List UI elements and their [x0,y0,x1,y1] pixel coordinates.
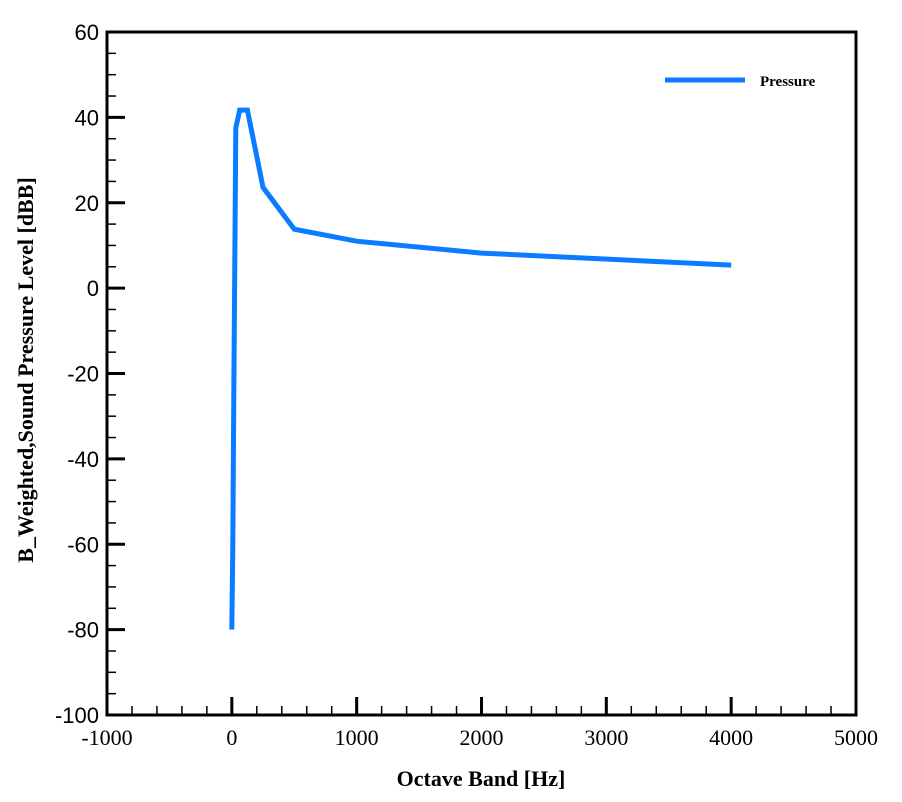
y-axis-ticks [107,30,125,717]
x-tick-label: 1000 [335,725,379,750]
y-tick-label: 60 [75,20,99,45]
plot-area: -1000 0 1000 2000 3000 4000 5000 -100 -80 -60 -40… [55,20,878,750]
y-tick-label: -60 [67,532,99,557]
y-tick-label: -100 [55,703,99,728]
x-tick-label: 0 [226,725,237,750]
x-axis-ticks [105,697,858,715]
y-tick-label: -40 [67,447,99,472]
y-tick-label: -20 [67,362,99,387]
y-axis-title: B_Weighted,Sound Pressure Level [dBB] [13,177,38,562]
y-tick-label: 20 [75,191,99,216]
legend-label-pressure: Pressure [760,74,816,90]
x-tick-label: 4000 [709,725,753,750]
pressure-series-line [229,107,732,630]
legend: Pressure [665,74,816,90]
y-axis-tick-labels: -100 -80 -60 -40 -20 0 20 40 60 [55,20,99,728]
x-axis-title: Octave Band [Hz] [397,766,566,791]
x-tick-label: 5000 [834,725,878,750]
plot-frame [105,30,858,717]
y-tick-label: 0 [87,276,99,301]
y-tick-label: -80 [67,618,99,643]
x-tick-label: 2000 [460,725,504,750]
x-tick-label: -1000 [81,725,132,750]
x-tick-label: 3000 [584,725,628,750]
x-axis-tick-labels: -1000 0 1000 2000 3000 4000 5000 [81,725,878,750]
y-tick-label: 40 [75,105,99,130]
